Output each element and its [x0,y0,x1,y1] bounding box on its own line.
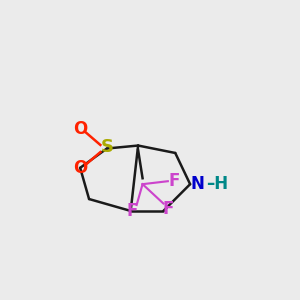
Text: F: F [127,202,138,220]
Text: F: F [162,200,173,218]
Text: F: F [168,172,179,190]
Text: O: O [73,159,87,177]
Text: –H: –H [206,175,229,193]
Text: N: N [191,175,205,193]
Text: S: S [100,138,113,156]
Text: O: O [73,120,87,138]
